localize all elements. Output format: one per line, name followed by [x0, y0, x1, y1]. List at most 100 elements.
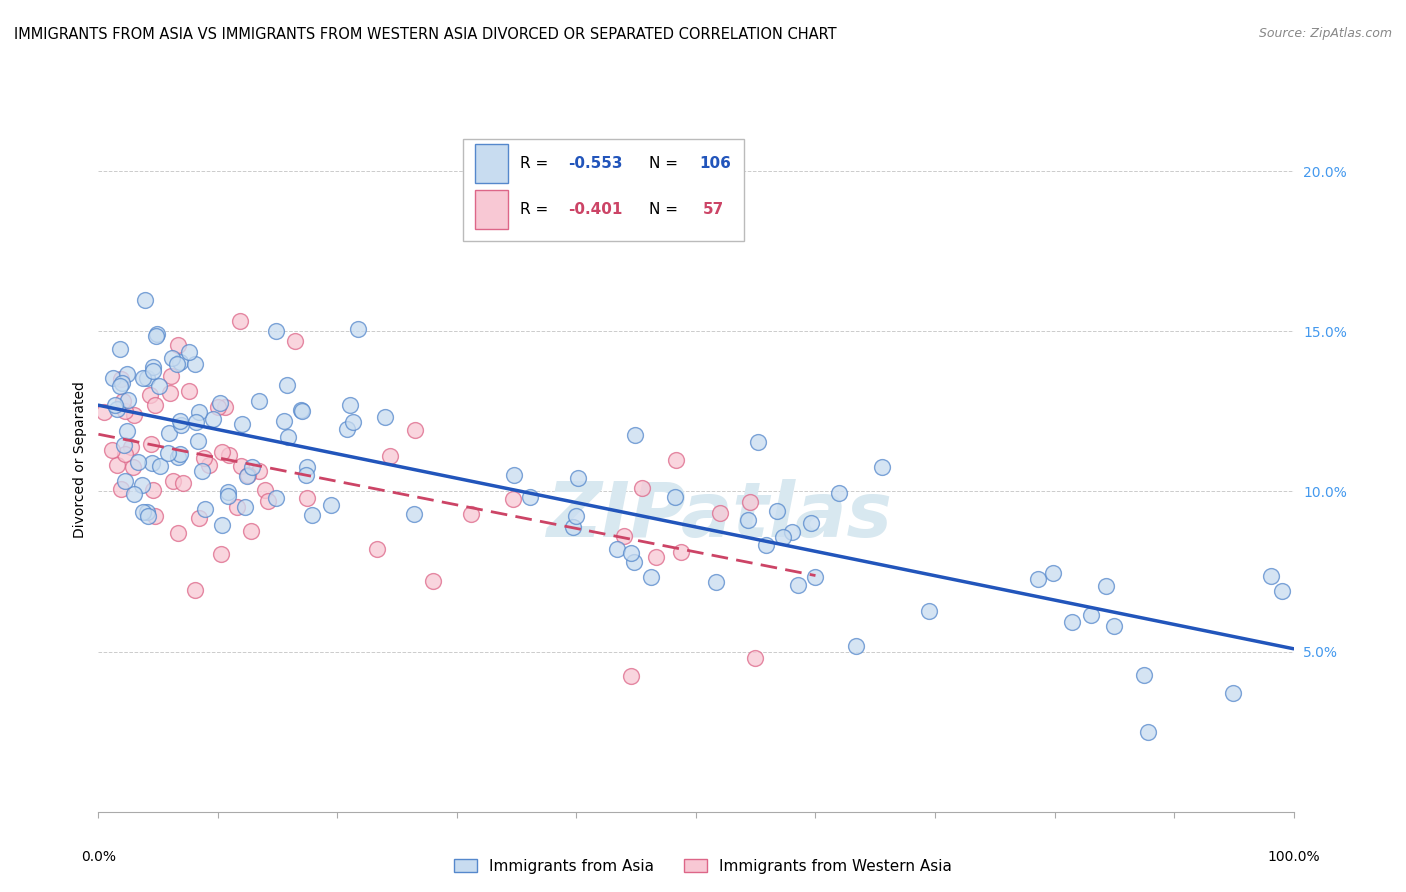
Point	[145, 398, 167, 412]
FancyBboxPatch shape	[475, 190, 509, 228]
Point	[233, 500, 256, 514]
Point	[737, 513, 759, 527]
Point	[266, 491, 288, 505]
Text: 100.0%: 100.0%	[1267, 850, 1320, 864]
Point	[229, 458, 252, 473]
Point	[346, 321, 368, 335]
Point	[1080, 608, 1102, 623]
Point	[295, 460, 318, 475]
Point	[110, 379, 132, 393]
Point	[146, 326, 169, 341]
Point	[122, 487, 145, 501]
Point	[162, 474, 184, 488]
Point	[339, 398, 361, 412]
Point	[620, 668, 643, 682]
Point	[1028, 573, 1050, 587]
Point	[145, 509, 167, 524]
Point	[105, 402, 128, 417]
Point	[184, 415, 207, 429]
Point	[744, 651, 766, 665]
Point	[167, 525, 190, 540]
Text: 57: 57	[703, 202, 724, 217]
Point	[640, 570, 662, 584]
Point	[273, 414, 295, 428]
FancyBboxPatch shape	[463, 139, 744, 241]
Text: N =: N =	[650, 156, 683, 171]
Text: -0.553: -0.553	[568, 156, 623, 171]
Point	[319, 498, 342, 512]
Point	[142, 364, 165, 378]
Point	[187, 434, 209, 448]
Point	[141, 456, 163, 470]
Point	[179, 384, 201, 398]
Point	[132, 505, 155, 519]
Point	[217, 489, 239, 503]
Point	[1222, 686, 1244, 700]
Point	[120, 440, 142, 454]
Point	[136, 371, 159, 385]
Point	[247, 393, 270, 408]
Point	[738, 494, 761, 508]
Point	[114, 447, 136, 461]
Point	[127, 455, 149, 469]
Point	[160, 368, 183, 383]
Point	[290, 402, 312, 417]
Point	[519, 490, 541, 504]
Point	[754, 538, 776, 552]
Point	[136, 509, 159, 524]
Text: IMMIGRANTS FROM ASIA VS IMMIGRANTS FROM WESTERN ASIA DIVORCED OR SEPARATED CORRE: IMMIGRANTS FROM ASIA VS IMMIGRANTS FROM …	[14, 27, 837, 42]
Point	[145, 329, 167, 343]
Text: N =: N =	[650, 202, 683, 217]
Point	[366, 541, 388, 556]
Point	[404, 423, 426, 437]
Y-axis label: Divorced or Separated: Divorced or Separated	[73, 381, 87, 538]
Point	[264, 324, 287, 338]
Point	[374, 409, 396, 424]
Point	[297, 491, 319, 506]
Point	[101, 371, 124, 385]
Legend: Immigrants from Asia, Immigrants from Western Asia: Immigrants from Asia, Immigrants from We…	[447, 853, 959, 880]
Point	[169, 417, 191, 432]
Point	[135, 506, 157, 520]
Point	[149, 458, 172, 473]
Text: R =: R =	[520, 202, 554, 217]
Point	[664, 490, 686, 504]
Point	[114, 475, 136, 489]
Point	[623, 555, 645, 569]
Point	[236, 468, 259, 483]
Point	[169, 414, 191, 428]
Point	[157, 446, 180, 460]
Point	[201, 412, 224, 426]
Point	[167, 338, 190, 352]
Point	[162, 351, 184, 365]
Point	[709, 506, 731, 520]
Point	[624, 428, 647, 442]
Point	[1136, 724, 1159, 739]
Point	[110, 482, 132, 496]
Point	[301, 508, 323, 522]
Point	[111, 376, 134, 391]
Point	[169, 448, 191, 462]
Text: 106: 106	[700, 156, 731, 171]
Point	[179, 345, 201, 359]
Point	[502, 467, 524, 482]
Point	[131, 478, 153, 492]
Point	[105, 458, 128, 473]
Point	[845, 639, 868, 653]
Point	[207, 400, 229, 414]
Point	[294, 468, 316, 483]
Point	[231, 417, 253, 431]
Point	[184, 357, 207, 371]
Point	[619, 546, 641, 560]
Text: Source: ZipAtlas.com: Source: ZipAtlas.com	[1258, 27, 1392, 40]
Point	[567, 471, 589, 485]
Point	[131, 370, 153, 384]
Point	[110, 372, 132, 386]
Point	[765, 504, 787, 518]
Point	[645, 550, 668, 565]
Point	[122, 408, 145, 422]
Point	[236, 468, 259, 483]
Point	[112, 394, 135, 409]
Point	[112, 438, 135, 452]
Point	[134, 293, 156, 307]
